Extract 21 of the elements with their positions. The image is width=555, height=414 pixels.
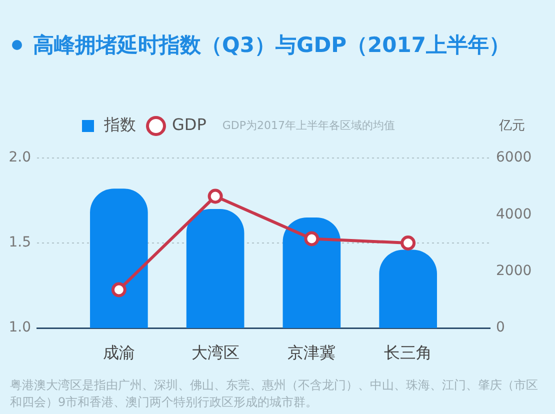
text: 粤港澳大湾区是指由广州、深圳、佛山、东莞、惠州（不含龙门）、中山、珠海、江门、肇庆（市区和四会）9市和香港、澳门两个特别行政区形成的城市群。 — [10, 377, 539, 411]
y2-tick-label: 6000 — [496, 150, 532, 166]
y-tick-label: 1.5 — [8, 234, 31, 251]
point — [208, 188, 223, 204]
x-tick-label: 长三角 — [384, 342, 432, 362]
x-tick-label: 大湾区 — [191, 342, 240, 362]
point — [111, 282, 126, 298]
x-tick-label: 成渝 — [102, 342, 135, 362]
y2-axis-title: 亿元 — [498, 118, 525, 134]
y2-tick-label: 0 — [496, 320, 505, 336]
x-tick-label: 京津冀 — [288, 342, 336, 362]
text: GDP为2017年上半年各区域的均值 — [222, 118, 395, 132]
y2-tick-label: 4000 — [496, 206, 532, 222]
y-tick-label: 2.0 — [8, 150, 31, 166]
y-tick-label: 1.0 — [8, 320, 31, 336]
legend-label: 指数 — [103, 115, 136, 134]
point — [304, 231, 320, 246]
legend-label: GDP — [172, 115, 207, 134]
y2-tick-label: 2000 — [496, 262, 532, 279]
point — [400, 236, 416, 250]
chart-title: 高峰拥堵延时指数（Q3）与GDP（2017上半年） — [33, 32, 510, 59]
